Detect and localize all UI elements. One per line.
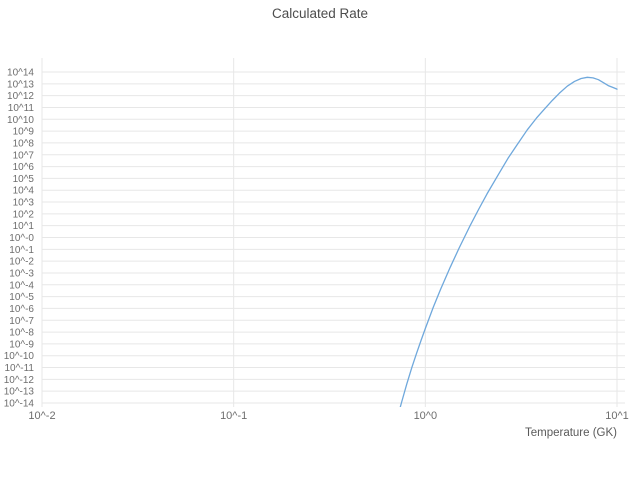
y-tick-label: 10^3 [13, 198, 35, 209]
y-tick-label: 10^2 [13, 209, 35, 220]
y-tick-label: 10^-5 [9, 292, 34, 303]
y-tick-label: 10^10 [7, 115, 34, 126]
x-tick-label: 10^0 [414, 410, 438, 422]
y-tick-label: 10^-14 [4, 399, 35, 410]
y-tick-label: 10^13 [7, 79, 34, 90]
series-layer [399, 76, 618, 407]
y-tick-label: 10^12 [7, 91, 34, 102]
rate-series-line [399, 76, 618, 407]
y-tick-label: 10^8 [13, 138, 35, 149]
y-tick-label: 10^-12 [4, 375, 35, 386]
y-tick-label: 10^-8 [9, 328, 34, 339]
y-tick-label: 10^7 [13, 150, 35, 161]
y-tick-label: 10^-4 [9, 280, 34, 291]
y-tick-label: 10^-3 [9, 268, 34, 279]
x-tick-label: 10^-2 [28, 410, 55, 422]
y-tick-label: 10^-11 [4, 363, 34, 374]
x-tick-label: 10^-1 [220, 410, 247, 422]
y-axis-tick-labels: 10^1410^1310^1210^1110^1010^910^810^710^… [4, 68, 35, 410]
y-tick-label: 10^-0 [9, 233, 34, 244]
y-tick-label: 10^-7 [9, 316, 34, 327]
y-tick-label: 10^6 [13, 162, 35, 173]
y-tick-label: 10^5 [13, 174, 35, 185]
y-tick-label: 10^-9 [9, 339, 34, 350]
y-tick-label: 10^-10 [4, 351, 35, 362]
y-tick-label: 10^9 [13, 127, 35, 138]
y-tick-label: 10^-6 [9, 304, 34, 315]
chart-title: Calculated Rate [272, 6, 368, 21]
x-axis-label: Temperature (GK) [525, 427, 617, 439]
y-tick-label: 10^-1 [9, 245, 34, 256]
y-tick-label: 10^14 [7, 68, 34, 79]
y-tick-label: 10^-13 [4, 387, 35, 398]
grid-lines [41, 58, 625, 407]
y-tick-label: 10^4 [13, 186, 35, 197]
y-tick-label: 10^1 [13, 221, 35, 232]
y-tick-label: 10^-2 [9, 257, 34, 268]
x-tick-label: 10^1 [605, 410, 629, 422]
x-axis-tick-labels: 10^-2 10^-1 10^0 10^1 [28, 410, 628, 422]
y-tick-label: 10^11 [8, 103, 35, 114]
